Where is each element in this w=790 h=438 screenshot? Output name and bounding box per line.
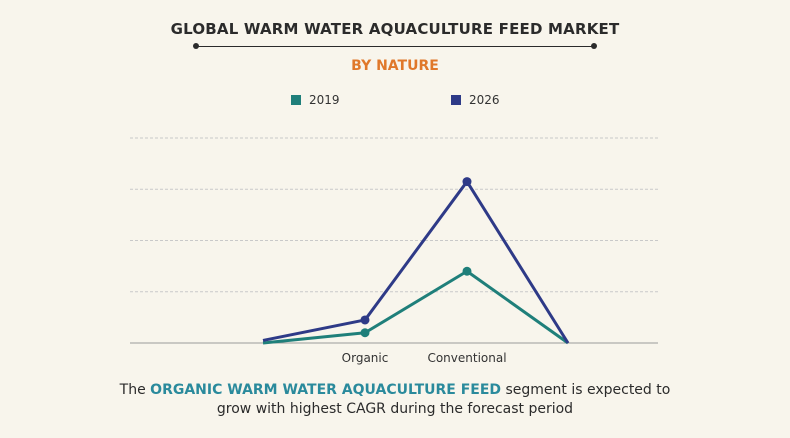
data-point-2026-organic: [360, 315, 370, 325]
title-underline: [196, 46, 594, 47]
caption-suffix: segment is expected to: [501, 382, 671, 398]
legend-swatch-2026: [451, 95, 461, 105]
series-line-2026: [262, 180, 570, 344]
title-underline-dot-right: [591, 43, 597, 49]
legend-item-2019: 2019: [291, 93, 340, 107]
caption-line2: grow with highest CAGR during the foreca…: [216, 401, 574, 417]
chart-title: GLOBAL WARM WATER AQUACULTURE FEED MARKE…: [170, 20, 620, 38]
chart-caption: The ORGANIC WARM WATER AQUACULTURE FEED …: [0, 381, 790, 419]
title-underline-dot-left: [193, 43, 199, 49]
data-point-2026-conventional: [462, 177, 472, 187]
data-point-2019-conventional: [462, 266, 472, 276]
legend-item-2026: 2026: [451, 93, 500, 107]
chart-subtitle: BY NATURE: [351, 58, 439, 74]
series-line-2019: [262, 269, 569, 345]
x-tick-label-conventional: Conventional: [427, 351, 506, 365]
caption-highlight: ORGANIC WARM WATER AQUACULTURE FEED: [150, 382, 502, 398]
x-tick-label-organic: Organic: [342, 351, 389, 365]
legend-label-2019: 2019: [309, 93, 340, 107]
data-point-2019-organic: [360, 328, 370, 338]
legend-swatch-2019: [291, 95, 301, 105]
legend-label-2026: 2026: [469, 93, 500, 107]
caption-prefix: The: [119, 382, 151, 398]
